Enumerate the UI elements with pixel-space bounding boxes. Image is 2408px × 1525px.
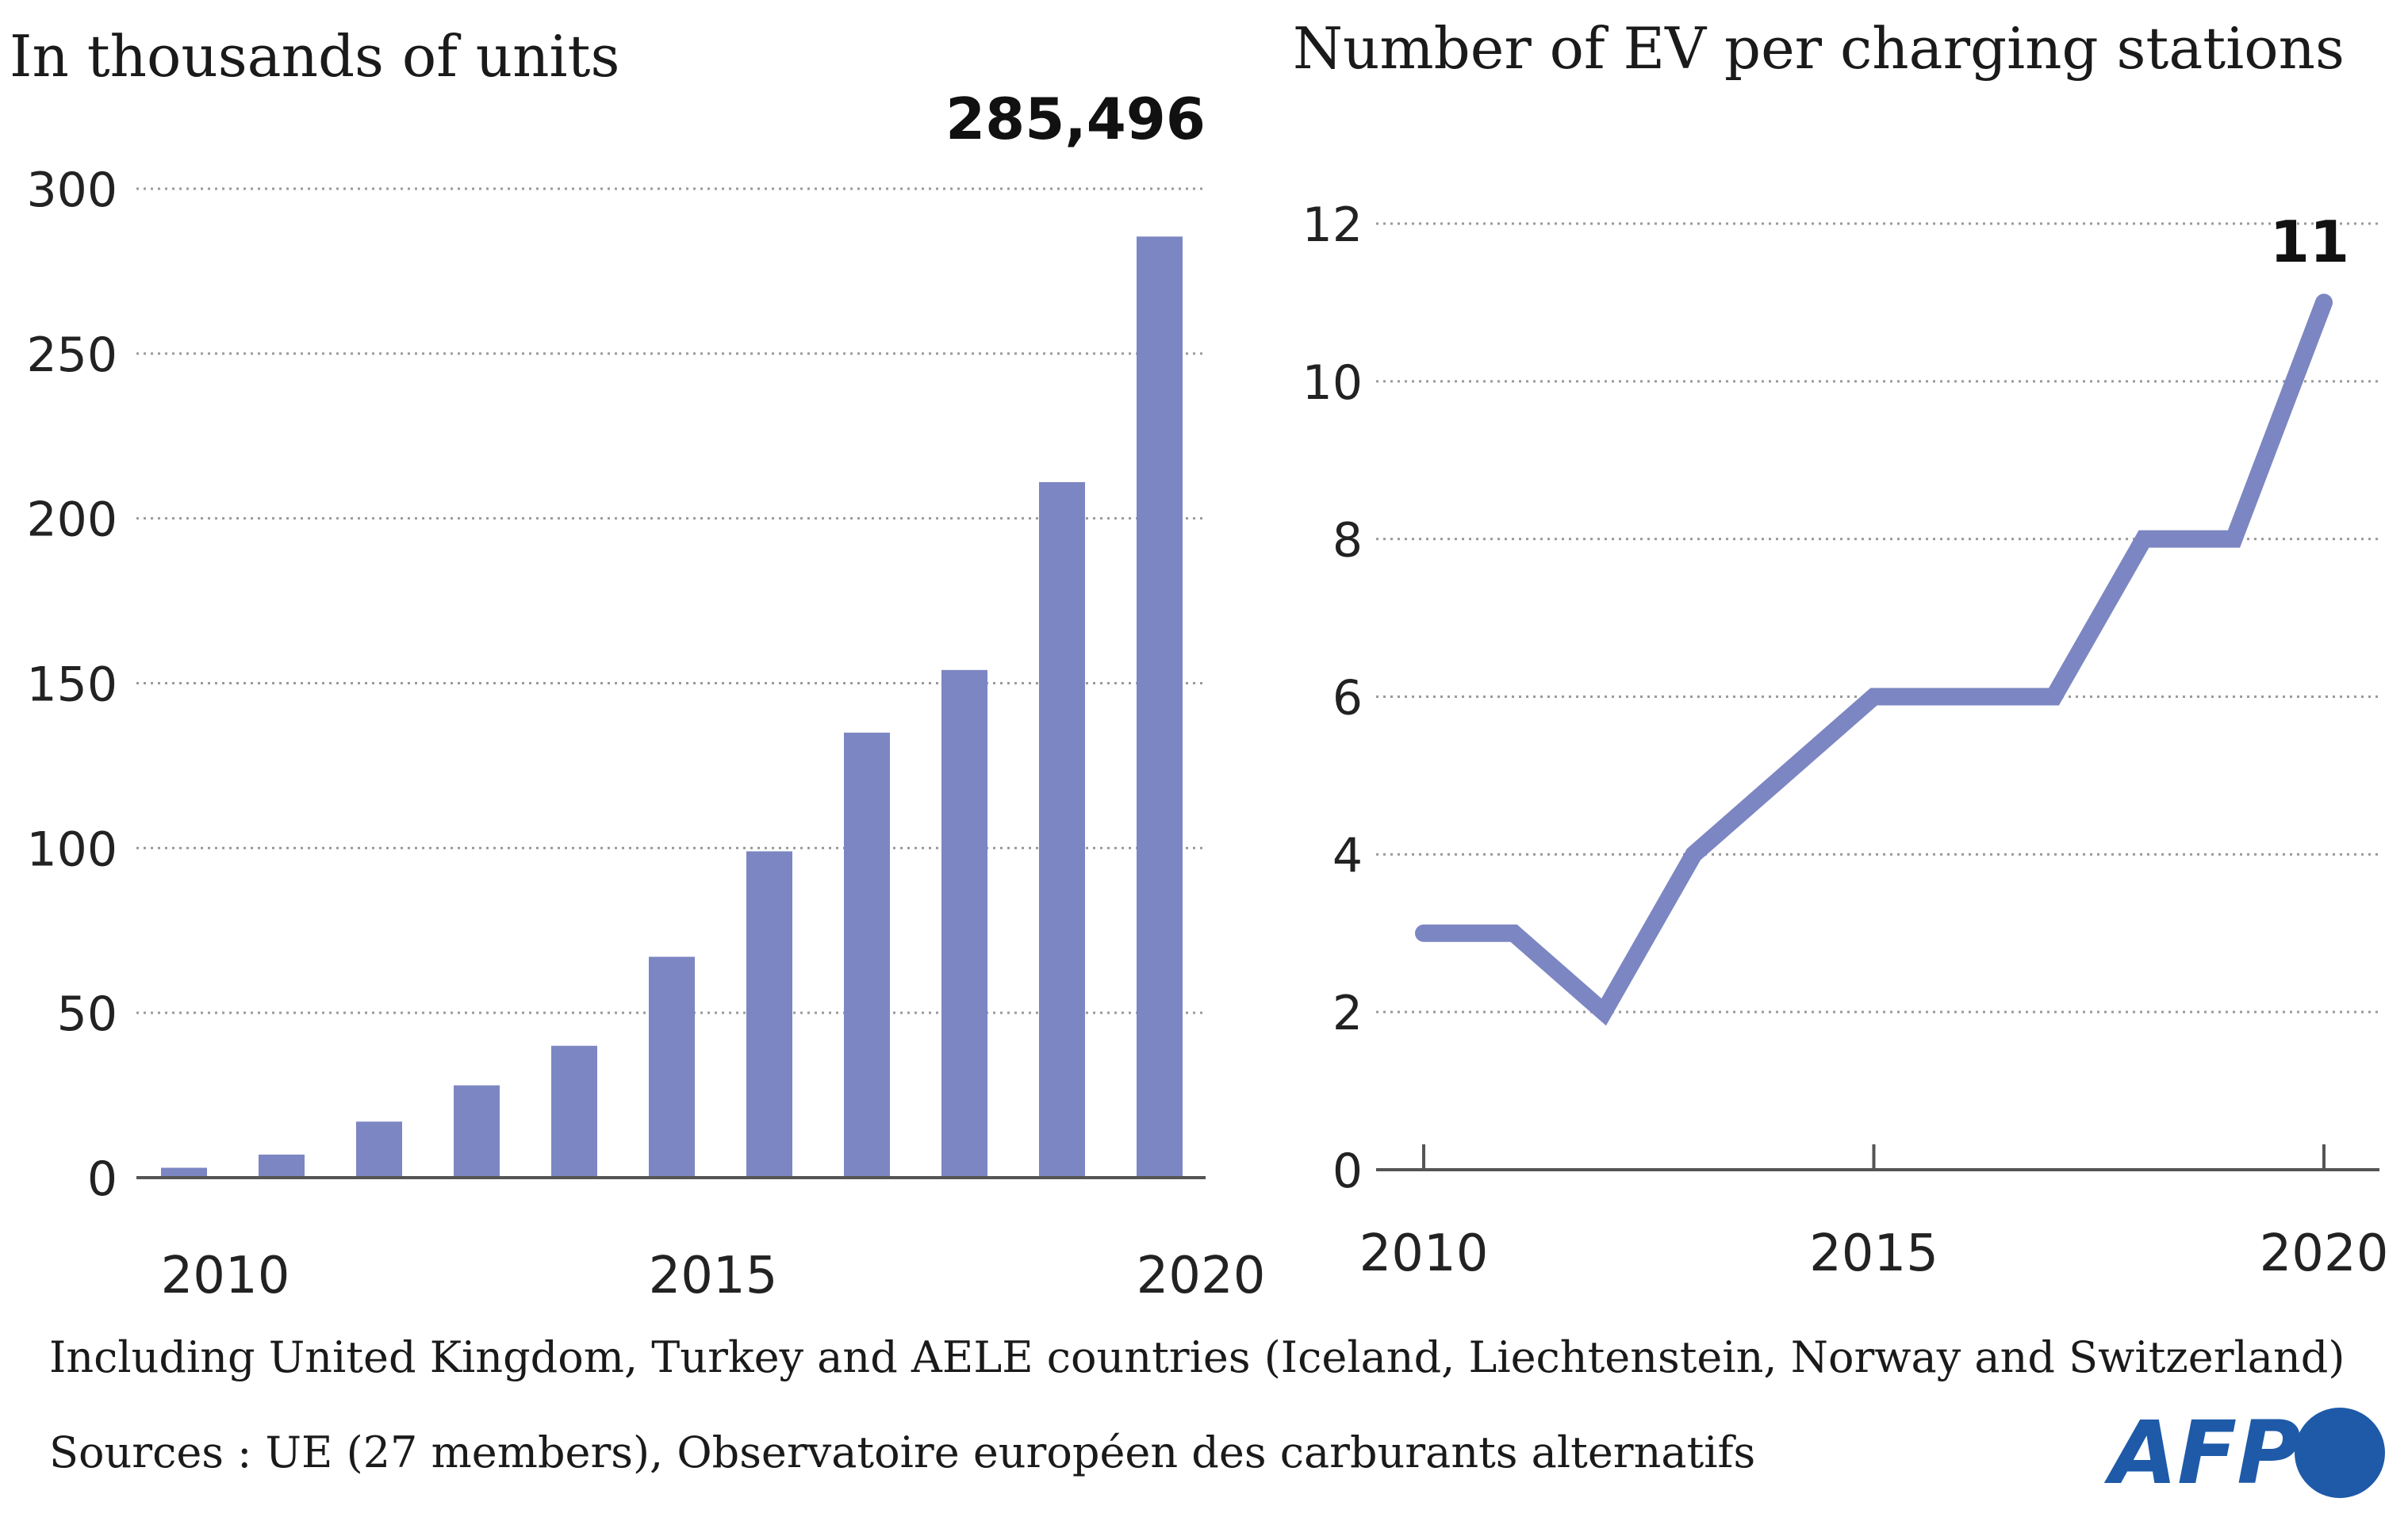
y-tick-label: 8 — [1332, 513, 1363, 569]
y-tick-label: 2 — [1332, 986, 1363, 1041]
line-chart: Number of EV per charging stations 0 2 4 6 8… — [1293, 15, 2388, 1283]
x-tick-label: 2020 — [2260, 1224, 2389, 1283]
line-chart-series — [1415, 293, 2333, 1026]
data-point — [2052, 695, 2056, 699]
line-chart-x-tick-marks — [1422, 1144, 2326, 1170]
data-point — [1602, 1010, 1605, 1014]
bar — [259, 1154, 305, 1178]
bar — [551, 1045, 597, 1178]
line-chart-x-axis: 2010 2015 2020 — [1359, 1224, 2389, 1283]
bar — [1039, 481, 1085, 1178]
data-point — [2232, 537, 2236, 541]
afp-logo-dot — [2295, 1408, 2385, 1498]
bar-chart-title: In thousands of units — [10, 23, 619, 90]
y-tick-label: 6 — [1332, 671, 1363, 726]
data-point — [1782, 773, 1785, 777]
bar-chart-y-axis: 0 50 100 150 200 250 300 — [26, 163, 117, 1207]
x-tick-label: 2010 — [1359, 1224, 1489, 1283]
afp-logo: AFP — [2103, 1402, 2385, 1504]
line-chart-points — [1422, 301, 2326, 1014]
line-chart-y-axis: 0 2 4 6 8 10 12 — [1302, 197, 1363, 1199]
y-tick-label: 150 — [26, 657, 117, 713]
line-chart-title: Number of EV per charging stations — [1293, 15, 2345, 82]
bar-chart-bars — [161, 236, 1183, 1178]
x-tick-label: 2015 — [649, 1247, 778, 1305]
y-tick-label: 0 — [1332, 1144, 1363, 1199]
y-tick-label: 12 — [1302, 197, 1363, 253]
bar — [161, 1167, 207, 1178]
data-point — [1692, 853, 1696, 856]
data-point — [1512, 931, 1516, 935]
y-tick-label: 250 — [26, 328, 117, 383]
data-point — [1422, 931, 1425, 935]
data-point — [2142, 537, 2145, 541]
afp-logo-text: AFP — [2103, 1402, 2301, 1504]
data-point — [2322, 301, 2326, 305]
line-chart-highlight-label: 11 — [2270, 209, 2349, 275]
data-point — [1872, 695, 1876, 699]
footnote-sources: Sources : UE (27 members), Observatoire … — [49, 1427, 1755, 1477]
line-chart-gridlines — [1376, 222, 2379, 1013]
footnote-note: Including United Kingdom, Turkey and AEL… — [49, 1332, 2345, 1382]
x-tick-label: 2020 — [1137, 1247, 1266, 1305]
y-tick-label: 50 — [57, 987, 117, 1042]
data-point — [1962, 695, 1965, 699]
y-tick-label: 300 — [26, 163, 117, 218]
bar — [356, 1121, 402, 1178]
bar — [454, 1085, 500, 1178]
bar-chart-highlight-label: 285,496 — [945, 86, 1206, 152]
y-tick-label: 0 — [87, 1151, 117, 1207]
bar-chart: In thousands of units 0 50 100 150 200 250 300… — [10, 23, 1265, 1305]
y-tick-label: 4 — [1332, 828, 1363, 883]
y-tick-label: 10 — [1302, 355, 1363, 411]
bar — [649, 956, 695, 1178]
bar-chart-x-axis: 2010 2015 2020 — [161, 1247, 1266, 1305]
bar — [844, 732, 890, 1178]
x-tick-label: 2010 — [161, 1247, 290, 1305]
x-tick-label: 2015 — [1809, 1224, 1938, 1283]
bar — [941, 669, 987, 1178]
bar — [746, 851, 792, 1178]
bar — [1137, 236, 1183, 1178]
y-tick-label: 200 — [26, 492, 117, 548]
y-tick-label: 100 — [26, 822, 117, 877]
